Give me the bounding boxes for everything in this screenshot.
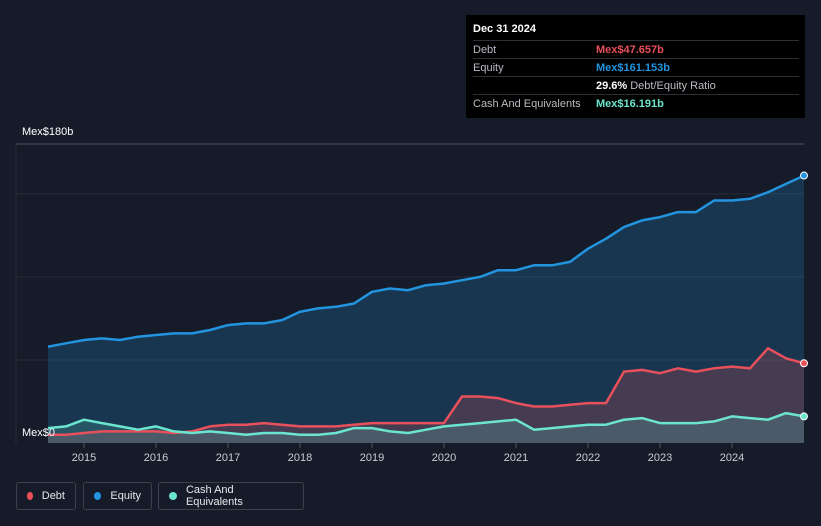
cash-and-equivalents-area — [48, 413, 804, 443]
x-tick-label: 2021 — [504, 452, 528, 464]
y-axis-max-label: Mex$180b — [22, 126, 73, 138]
cash-and-equivalents-line — [47, 411, 805, 436]
tooltip-label-equity: Equity — [473, 61, 504, 74]
tooltip-panel: Dec 31 2024 Debt Mex$47.657b Equity Mex$… — [466, 15, 805, 118]
legend-equity-dot-icon — [94, 492, 102, 500]
x-tick-label: 2018 — [288, 452, 312, 464]
x-axis-ticks: 2015 2016 2017 2018 2019 2020 2021 2022 2023 2024 — [72, 443, 744, 464]
tooltip-value-ratio: 29.6% — [596, 79, 628, 92]
y-axis-min-label: Mex$0 — [22, 427, 55, 439]
legend-debt-label: Debt — [41, 490, 65, 502]
chart-endpoints — [800, 171, 808, 421]
legend-cash-label: Cash And Equivalents — [185, 484, 243, 508]
chart-lines — [47, 174, 805, 436]
tooltip-row-debt: Debt Mex$47.657b — [473, 40, 799, 58]
chart-areas — [48, 175, 804, 443]
debt-area — [48, 348, 804, 443]
legend-debt-dot-icon — [27, 492, 33, 500]
legend-equity[interactable]: Equity — [83, 482, 152, 510]
x-tick-label: 2019 — [360, 452, 384, 464]
x-tick-label: 2015 — [72, 452, 96, 464]
tooltip-date: Dec 31 2024 — [473, 23, 536, 35]
equity-area — [48, 175, 804, 443]
tooltip-ratio-caption: Debt/Equity Ratio — [630, 79, 716, 92]
x-tick-label: 2016 — [144, 452, 168, 464]
x-tick-label: 2020 — [432, 452, 456, 464]
debt-line — [48, 347, 805, 436]
tooltip-row-ratio: 29.6% Debt/Equity Ratio — [473, 76, 799, 94]
equity-line — [47, 174, 805, 348]
chart-gridlines — [15, 143, 804, 443]
legend-cash-dot-icon — [169, 492, 177, 500]
tooltip-value-equity: Mex$161.153b — [596, 61, 670, 74]
tooltip-label-cash: Cash And Equivalents — [473, 97, 581, 110]
tooltip-value-debt: Mex$47.657b — [596, 43, 664, 56]
tooltip-row-equity: Equity Mex$161.153b — [473, 58, 799, 76]
debt-endpoint — [800, 359, 808, 368]
cash-and-equivalents-endpoint — [800, 412, 808, 421]
tooltip-row-cash: Cash And Equivalents Mex$16.191b — [473, 94, 799, 112]
equity-endpoint — [800, 171, 808, 180]
tooltip-label-debt: Debt — [473, 43, 497, 56]
legend-cash[interactable]: Cash And Equivalents — [158, 482, 304, 510]
x-tick-label: 2023 — [648, 452, 672, 464]
legend-equity-label: Equity — [110, 490, 141, 502]
legend-debt[interactable]: Debt — [16, 482, 76, 510]
x-tick-label: 2017 — [216, 452, 240, 464]
tooltip-value-cash: Mex$16.191b — [596, 97, 664, 110]
x-tick-label: 2024 — [720, 452, 744, 464]
x-tick-label: 2022 — [576, 452, 600, 464]
